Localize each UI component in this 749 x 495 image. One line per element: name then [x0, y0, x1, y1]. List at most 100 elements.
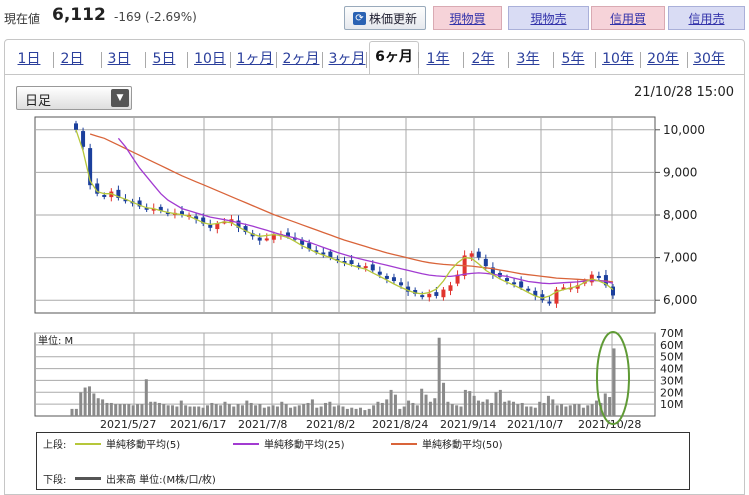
- tab-separator: [553, 52, 554, 68]
- cash-sell-button[interactable]: 現物売: [508, 6, 589, 30]
- volume-bar: [240, 405, 244, 416]
- tab-10[interactable]: 2年: [471, 51, 495, 67]
- tab-11[interactable]: 3年: [516, 51, 540, 67]
- volume-bar: [398, 408, 402, 416]
- volume-bar: [188, 406, 192, 416]
- candle-body: [95, 183, 100, 194]
- tab-7[interactable]: 3ヶ月: [328, 51, 366, 67]
- volume-bar: [490, 402, 494, 416]
- volume-bar: [568, 405, 572, 416]
- legend-ma25-label: 単純移動平均(25): [264, 440, 345, 451]
- candle-body: [236, 220, 241, 228]
- x-tick-label: 2021/8/2: [306, 418, 355, 431]
- volume-bar: [385, 399, 389, 416]
- tab-separator: [145, 52, 146, 68]
- tab-0[interactable]: 1日: [17, 51, 41, 67]
- tab-12[interactable]: 5年: [561, 51, 585, 67]
- tab-3[interactable]: 5日: [152, 51, 176, 67]
- candle-body: [257, 237, 262, 241]
- tab-separator: [366, 52, 367, 68]
- volume-bar: [577, 404, 581, 416]
- volume-bar: [214, 404, 218, 416]
- volume-bar: [608, 397, 612, 416]
- price-ytick-label: 7,000: [663, 251, 697, 265]
- candle-body: [384, 275, 389, 279]
- volume-bar: [192, 406, 196, 416]
- tab-2[interactable]: 3日: [107, 51, 131, 67]
- candle-body: [307, 243, 312, 250]
- volume-ytick-label: 20M: [660, 386, 684, 399]
- volume-bar: [363, 410, 367, 416]
- current-price-value: 6,112: [52, 5, 106, 25]
- candle-body: [102, 194, 107, 197]
- volume-bar: [485, 399, 489, 416]
- volume-bar: [254, 405, 258, 416]
- volume-ytick-label: 40M: [660, 363, 684, 376]
- candle-body: [441, 289, 446, 298]
- volume-bar: [581, 407, 585, 416]
- volume-ytick-label: 70M: [660, 327, 684, 340]
- candle-body: [490, 267, 495, 275]
- tab-separator: [640, 52, 641, 68]
- tab-1[interactable]: 2日: [60, 51, 84, 67]
- x-tick-label: 2021/10/7: [507, 418, 563, 431]
- volume-bar: [345, 408, 349, 416]
- cash-buy-button[interactable]: 現物買: [433, 6, 502, 30]
- volume-bar: [507, 400, 511, 416]
- volume-bar: [420, 388, 424, 416]
- tab-6[interactable]: 2ヶ月: [282, 51, 320, 67]
- volume-bar: [302, 404, 306, 416]
- volume-bar: [315, 407, 319, 416]
- tab-9[interactable]: 1年: [426, 51, 450, 67]
- volume-bar: [407, 400, 411, 416]
- candle-body: [448, 285, 453, 291]
- tab-13[interactable]: 10年: [602, 51, 634, 67]
- legend-lower-label: 下段:: [43, 475, 67, 486]
- volume-bar: [201, 407, 205, 416]
- volume-swatch: [75, 477, 101, 480]
- refresh-price-button[interactable]: ⟳ 株価更新: [344, 6, 426, 30]
- ma25-swatch: [233, 442, 259, 445]
- stock-chart: 10,000 9,000 8,000 7,000 6,000 70M60M50M40M30…: [34, 116, 705, 431]
- candle-body: [469, 253, 474, 257]
- volume-bar: [236, 404, 240, 416]
- legend-upper-row: 上段: 単純移動平均(5) 単純移動平均(25) 単純移動平均(50): [43, 436, 683, 451]
- tab-8[interactable]: 6ヶ月: [369, 41, 419, 75]
- candle-body: [349, 260, 354, 264]
- volume-bar: [516, 404, 520, 416]
- margin-sell-button[interactable]: 信用売: [668, 6, 745, 30]
- tab-separator: [101, 52, 102, 68]
- volume-bar: [319, 406, 323, 416]
- candle-body: [519, 281, 524, 288]
- tab-5[interactable]: 1ヶ月: [236, 51, 274, 67]
- candle-body: [476, 251, 481, 258]
- volume-bar: [271, 405, 275, 416]
- volume-bar: [297, 405, 301, 416]
- volume-bar: [171, 405, 175, 416]
- tab-14[interactable]: 20年: [647, 51, 679, 67]
- candle-body: [215, 223, 220, 230]
- quote-header: 現在値 6,112 -169 (-2.69%) ⟳ 株価更新 現物買 現物売 信…: [0, 0, 749, 34]
- volume-bar: [280, 401, 284, 416]
- volume-bar: [131, 405, 135, 416]
- candle-body: [427, 293, 432, 298]
- interval-select[interactable]: 日足 ▼: [16, 86, 132, 110]
- volume-bar: [197, 406, 201, 416]
- volume-bar: [227, 404, 231, 416]
- candle-body: [144, 207, 149, 210]
- tab-15[interactable]: 30年: [693, 51, 725, 67]
- margin-buy-button[interactable]: 信用買: [591, 6, 665, 30]
- volume-bar: [477, 400, 480, 416]
- x-tick-label: 2021/8/24: [372, 418, 428, 431]
- legend-lower-row: 下段: 出来高 単位:(M株/口/枚): [43, 471, 683, 486]
- candle-body: [406, 286, 411, 292]
- chart-legend: 上段: 単純移動平均(5) 単純移動平均(25) 単純移動平均(50) 下段: …: [36, 432, 690, 490]
- x-tick-label: 2021/5/27: [100, 418, 156, 431]
- tab-divider: [5, 74, 744, 75]
- candle-body: [596, 275, 601, 278]
- candle-body: [201, 217, 206, 224]
- tab-4[interactable]: 10日: [194, 51, 226, 67]
- volume-bar: [210, 402, 214, 416]
- volume-bar: [206, 405, 209, 416]
- volume-bar: [372, 405, 376, 416]
